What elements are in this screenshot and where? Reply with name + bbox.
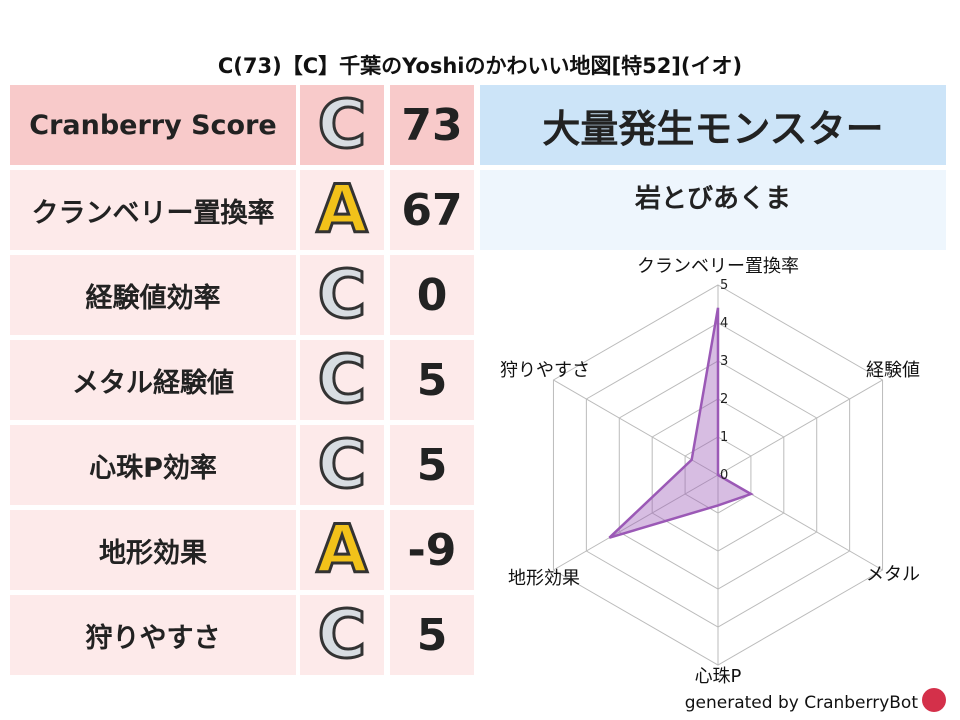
tick-label: 0 — [720, 468, 728, 483]
grade-badge: C — [300, 85, 384, 165]
row-label: メタル経験値 — [10, 340, 296, 420]
tick-label: 3 — [720, 354, 728, 369]
monster-heading: 大量発生モンスター — [480, 85, 946, 165]
grade-letter: A — [315, 171, 369, 248]
tick-label: 2 — [720, 392, 728, 407]
tick-label: 4 — [720, 316, 728, 331]
cranberry-bot-icon — [922, 688, 946, 712]
page-title: C(73)【C】千葉のYoshiのかわいい地図[特52](イオ) — [217, 54, 743, 78]
axis-label: クランベリー置換率 — [637, 256, 799, 277]
row-value: 0 — [390, 255, 474, 335]
grid-spoke — [553, 474, 719, 571]
grade-badge: A — [300, 170, 384, 250]
grid-spoke — [717, 379, 883, 476]
grade-badge: A — [300, 510, 384, 590]
footer-credit: generated by CranberryBot — [684, 693, 918, 713]
grade-badge: C — [300, 595, 384, 675]
grade-badge: C — [300, 255, 384, 335]
tick-label: 5 — [720, 278, 728, 293]
tick-label: 1 — [720, 430, 728, 445]
row-value: 73 — [390, 85, 474, 165]
axis-label: 心珠P — [695, 666, 742, 687]
row-label: クランベリー置換率 — [10, 170, 296, 250]
axis-label: 経験値 — [866, 360, 920, 381]
monster-name: 岩とびあくま — [480, 170, 946, 250]
row-value: -9 — [390, 510, 474, 590]
row-label: Cranberry Score — [10, 85, 296, 165]
axis-label: 狩りやすさ — [500, 360, 590, 381]
axis-label: 地形効果 — [508, 568, 580, 589]
row-value: 67 — [390, 170, 474, 250]
grade-badge: C — [300, 340, 384, 420]
data-series-area — [608, 307, 754, 539]
row-label: 心珠P効率 — [10, 425, 296, 505]
row-label: 狩りやすさ — [10, 595, 296, 675]
grade-letter: C — [316, 86, 367, 163]
grade-letter: C — [316, 256, 367, 333]
row-value: 5 — [390, 340, 474, 420]
grade-letter: C — [316, 596, 367, 673]
grade-letter: C — [316, 426, 367, 503]
axis-label: メタル — [866, 564, 920, 585]
grade-letter: A — [315, 511, 369, 588]
row-label: 地形効果 — [10, 510, 296, 590]
row-value: 5 — [390, 425, 474, 505]
grade-letter: C — [316, 341, 367, 418]
row-value: 5 — [390, 595, 474, 675]
row-label: 経験値効率 — [10, 255, 296, 335]
grade-badge: C — [300, 425, 384, 505]
